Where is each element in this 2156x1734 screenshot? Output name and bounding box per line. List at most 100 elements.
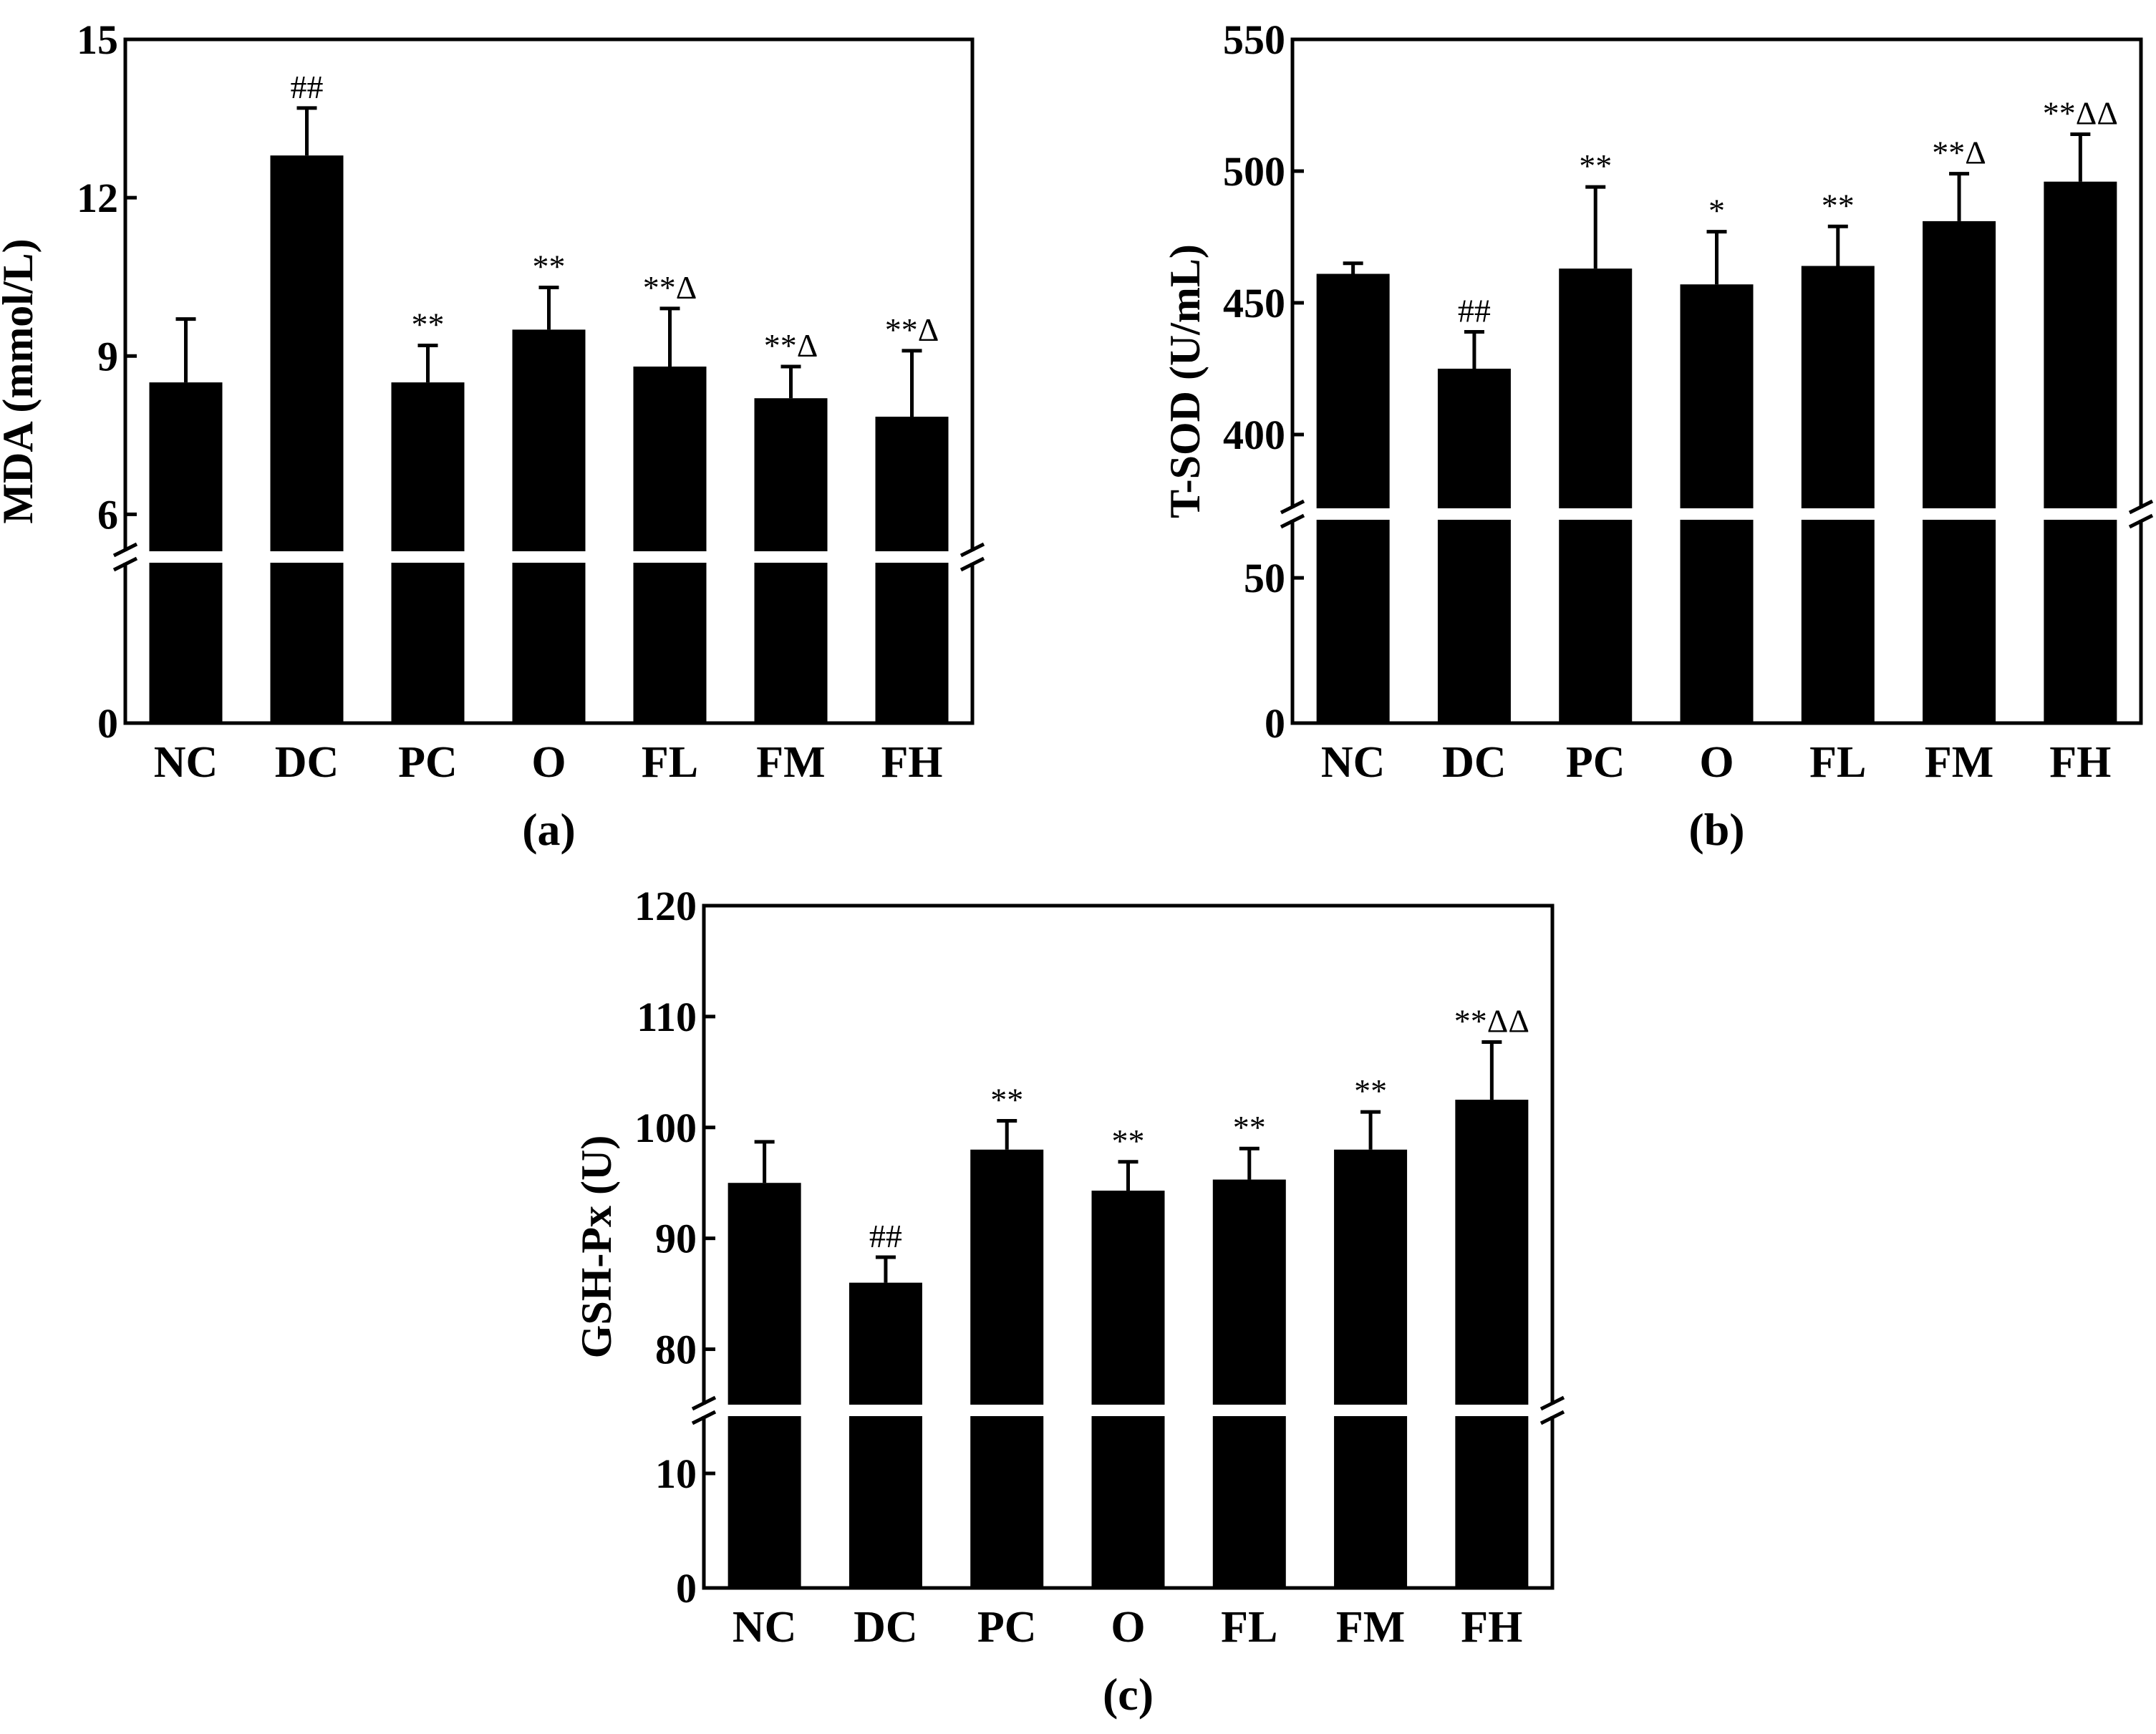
bar-upper-FL [1801, 266, 1875, 508]
y-tick-label-lower-0: 0 [1265, 700, 1285, 747]
axis-break-mark-left-2 [691, 1410, 717, 1425]
annotation-O: * [1708, 193, 1725, 229]
bar-lower-O [1091, 1416, 1165, 1588]
bar-lower-NC [1316, 520, 1390, 723]
y-axis-label: MDA (mmol/L) [0, 238, 42, 523]
bar-lower-FH [2044, 520, 2117, 723]
chart-panel-a: NC ## DC ** PC ** O **Δ FL **Δ FM **Δ FH 6 9 12 15 0 MDA (… [0, 16, 985, 855]
x-tick-label-NC: NC [733, 1603, 797, 1652]
y-tick-label-upper-3: 15 [77, 16, 118, 63]
bar-lower-DC [270, 563, 344, 723]
x-tick-label-FH: FH [1461, 1603, 1522, 1652]
bar-upper-FH [875, 417, 949, 551]
annotation-FH: **Δ [885, 311, 939, 348]
x-tick-label-PC: PC [977, 1603, 1037, 1652]
x-tick-label-O: O [1111, 1603, 1145, 1652]
bar-upper-DC [270, 155, 344, 552]
y-tick-label-upper-0: 80 [655, 1327, 697, 1373]
y-tick-label-upper-3: 550 [1223, 16, 1285, 63]
bar-upper-NC [1316, 273, 1390, 508]
x-tick-label-FH: FH [881, 738, 942, 787]
annotation-FL: ** [1822, 187, 1855, 223]
y-tick-label-upper-3: 110 [637, 994, 697, 1040]
bar-upper-PC [391, 382, 465, 551]
x-tick-label-FL: FL [1809, 738, 1866, 787]
annotation-FL: **Δ [643, 269, 697, 306]
annotation-PC: ** [990, 1081, 1023, 1118]
annotation-DC: ## [1458, 292, 1491, 329]
bar-lower-FH [875, 563, 949, 723]
bar-lower-PC [970, 1416, 1044, 1588]
x-tick-label-DC: DC [854, 1603, 918, 1652]
axis-frame-lower [1290, 520, 2143, 725]
y-tick-label-lower-0: 0 [97, 700, 118, 747]
y-tick-label-lower-1: 10 [655, 1450, 697, 1497]
bar-lower-FM [1923, 520, 1996, 723]
bar-lower-DC [1437, 520, 1511, 723]
bar-lower-DC [849, 1416, 922, 1588]
axis-break-mark-left-2 [112, 556, 138, 572]
y-axis-label: T-SOD (U/mL) [1161, 244, 1209, 518]
axis-frame-upper [123, 37, 975, 551]
x-tick-label-FL: FL [642, 738, 698, 787]
y-axis-label: GSH-Px (U) [573, 1135, 620, 1359]
bar-lower-NC [149, 563, 223, 723]
axis-break-mark-left-2 [1280, 513, 1305, 529]
axis-break-mark-left-1 [1280, 499, 1305, 515]
bar-upper-FH [1455, 1100, 1529, 1405]
annotation-DC: ## [869, 1218, 902, 1254]
bar-upper-PC [970, 1149, 1044, 1405]
bar-upper-FH [2044, 181, 2117, 508]
bar-upper-NC [727, 1183, 801, 1405]
annotation-DC: ## [291, 69, 324, 105]
x-tick-label-DC: DC [1442, 738, 1507, 787]
panel-caption: (c) [1103, 1669, 1154, 1720]
annotation-PC: ** [412, 306, 445, 343]
axis-break-mark-right-1 [2128, 499, 2154, 515]
bar-upper-FL [633, 367, 707, 551]
x-tick-label-PC: PC [1566, 738, 1625, 787]
axis-break-mark-right-2 [959, 556, 985, 572]
bar-upper-FL [1212, 1179, 1286, 1405]
bar-upper-O [1680, 284, 1754, 508]
y-tick-label-lower-0: 0 [676, 1565, 697, 1612]
annotation-PC: ** [1579, 147, 1612, 184]
bar-upper-FM [1334, 1149, 1408, 1405]
y-tick-label-upper-2: 500 [1223, 148, 1285, 195]
y-tick-label-upper-0: 400 [1223, 412, 1285, 458]
y-tick-label-lower-1: 50 [1244, 555, 1285, 601]
bar-lower-O [1680, 520, 1754, 723]
axis-break-mark-right-1 [959, 542, 985, 558]
y-tick-label-upper-1: 9 [97, 333, 118, 379]
y-tick-label-upper-1: 90 [655, 1216, 697, 1262]
x-tick-label-FM: FM [756, 738, 825, 787]
axis-break-mark-right-2 [2128, 513, 2154, 529]
bar-lower-PC [1559, 520, 1633, 723]
annotation-FL: ** [1233, 1109, 1266, 1145]
bar-lower-FL [1212, 1416, 1286, 1588]
x-tick-label-NC: NC [1321, 738, 1386, 787]
bar-upper-FM [1923, 221, 1996, 508]
y-tick-label-upper-4: 120 [634, 883, 697, 929]
chart-panel-b: NC ## DC ** PC * O ** FL **Δ FM **ΔΔ FH 400 450 500 550 0… [1161, 16, 2154, 855]
y-tick-label-upper-0: 6 [97, 491, 118, 538]
annotation-FH: **ΔΔ [2043, 95, 2118, 131]
bar-upper-DC [849, 1282, 922, 1405]
axis-break-mark-right-2 [1539, 1410, 1565, 1425]
x-tick-label-FM: FM [1925, 738, 1993, 787]
x-tick-label-PC: PC [398, 738, 458, 787]
x-tick-label-NC: NC [154, 738, 218, 787]
axis-frame-lower [123, 563, 975, 725]
bar-lower-FM [1334, 1416, 1408, 1588]
bar-lower-FM [754, 563, 828, 723]
annotation-FM: **Δ [1932, 135, 1986, 171]
annotation-FM: **Δ [764, 327, 818, 364]
bar-lower-PC [391, 563, 465, 723]
y-tick-label-upper-2: 100 [634, 1105, 697, 1151]
panel-caption: (b) [1688, 804, 1744, 855]
axis-frame-lower [702, 1416, 1555, 1590]
x-tick-label-O: O [1699, 738, 1734, 787]
y-tick-label-upper-1: 450 [1223, 280, 1285, 326]
bar-lower-O [512, 563, 586, 723]
